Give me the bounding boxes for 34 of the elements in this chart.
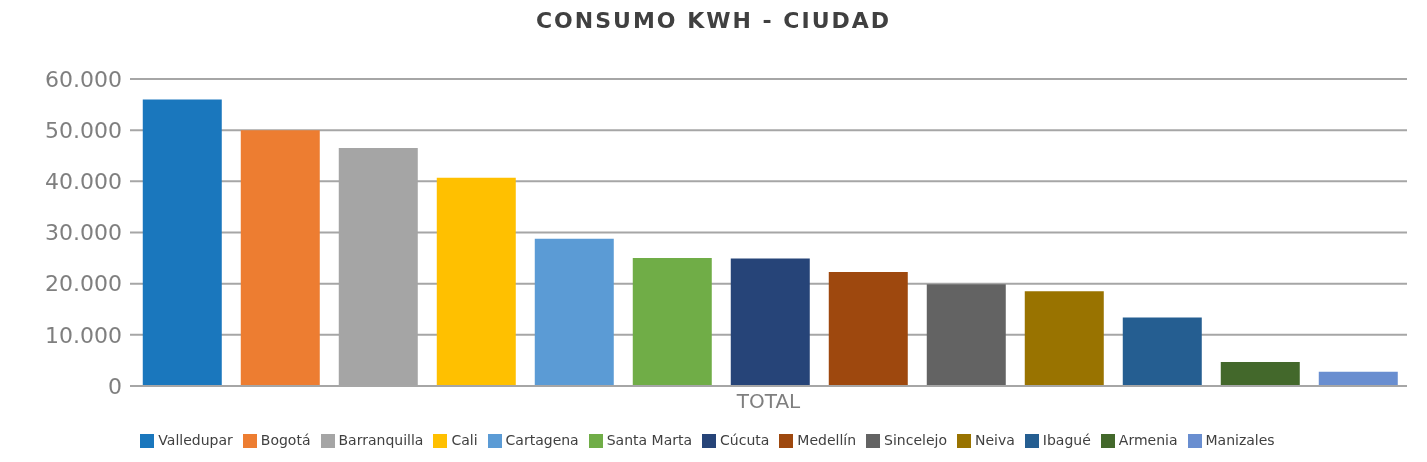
bar <box>730 258 810 386</box>
bar <box>926 284 1006 386</box>
bar <box>1024 291 1104 386</box>
y-tick-label: 20.000 <box>45 271 122 297</box>
legend-label: Bogotá <box>260 432 311 448</box>
legend-label: Manizales <box>1205 432 1275 448</box>
bar <box>142 99 222 386</box>
x-tick-label: TOTAL <box>735 389 802 414</box>
legend-label: Ibagué <box>1042 432 1091 448</box>
bar <box>632 258 712 386</box>
legend-label: Valledupar <box>158 432 233 448</box>
bar <box>828 271 908 386</box>
y-tick-label: 0 <box>108 373 122 399</box>
legend-label: Cali <box>451 432 478 448</box>
legend-label: Cúcuta <box>720 432 770 448</box>
y-tick-label: 40.000 <box>45 169 122 195</box>
legend-label: Barranquilla <box>338 432 424 448</box>
legend-label: Armenia <box>1118 432 1178 448</box>
legend-label: Cartagena <box>505 432 579 448</box>
legend-label: Santa Marta <box>606 432 693 448</box>
y-tick-label: 30.000 <box>45 220 122 246</box>
legend-label: Sincelejo <box>884 432 947 448</box>
bar <box>1318 371 1398 386</box>
y-tick-label: 10.000 <box>45 322 122 348</box>
chart-title: CONSUMO KWH - CIUDAD <box>534 8 893 33</box>
bar <box>240 130 320 386</box>
legend-label: Medellín <box>797 432 857 448</box>
y-tick-label: 50.000 <box>45 117 122 143</box>
bar <box>534 238 614 386</box>
bar <box>436 177 516 386</box>
legend-label: Neiva <box>975 432 1015 448</box>
bar <box>1220 361 1300 386</box>
bar <box>1122 317 1202 386</box>
y-tick-label: 60.000 <box>45 66 122 92</box>
